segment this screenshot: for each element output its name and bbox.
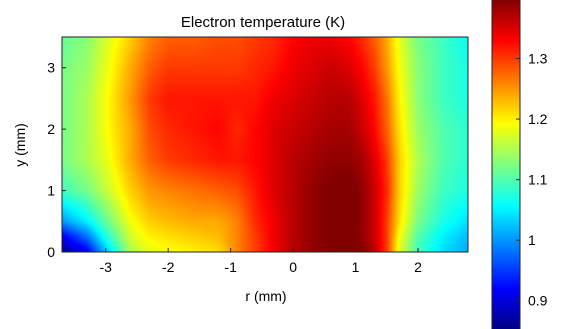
- plot-area: [61, 36, 469, 253]
- y-axis: 0 1 2 3: [47, 60, 66, 260]
- y-tick-label: 0: [47, 244, 55, 260]
- colorbar: 0.9 1 1.1 1.2 1.3: [491, 0, 548, 329]
- colorbar-tick-label: 1.3: [528, 51, 548, 67]
- x-tick-label: 2: [414, 259, 422, 275]
- colorbar-tick-label: 0.9: [528, 293, 548, 309]
- x-tick-label: -1: [224, 259, 237, 275]
- colorbar-gradient: [492, 0, 520, 329]
- colorbar-tick-label: 1.2: [528, 111, 548, 127]
- x-tick-label: -2: [162, 259, 175, 275]
- x-axis: -3 -2 -1 0 1 2: [99, 248, 422, 275]
- colorbar-tick-label: 1.1: [528, 172, 548, 188]
- y-tick-label: 1: [47, 183, 55, 199]
- x-tick-label: 1: [352, 259, 360, 275]
- x-axis-label: r (mm): [245, 288, 286, 304]
- colorbar-frame: [491, 0, 521, 329]
- x-tick-label: -3: [99, 259, 112, 275]
- colorbar-tick-label: 1: [528, 232, 536, 248]
- chart-title: Electron temperature (K): [181, 14, 345, 31]
- y-tick-label: 2: [47, 121, 55, 137]
- y-axis-label: y (mm): [12, 123, 28, 167]
- colorbar-ticks: 0.9 1 1.1 1.2 1.3: [516, 51, 548, 309]
- x-tick-label: 0: [289, 259, 297, 275]
- heatmap-image: [62, 37, 468, 252]
- plot-frame: [61, 36, 469, 253]
- y-tick-label: 3: [47, 60, 55, 76]
